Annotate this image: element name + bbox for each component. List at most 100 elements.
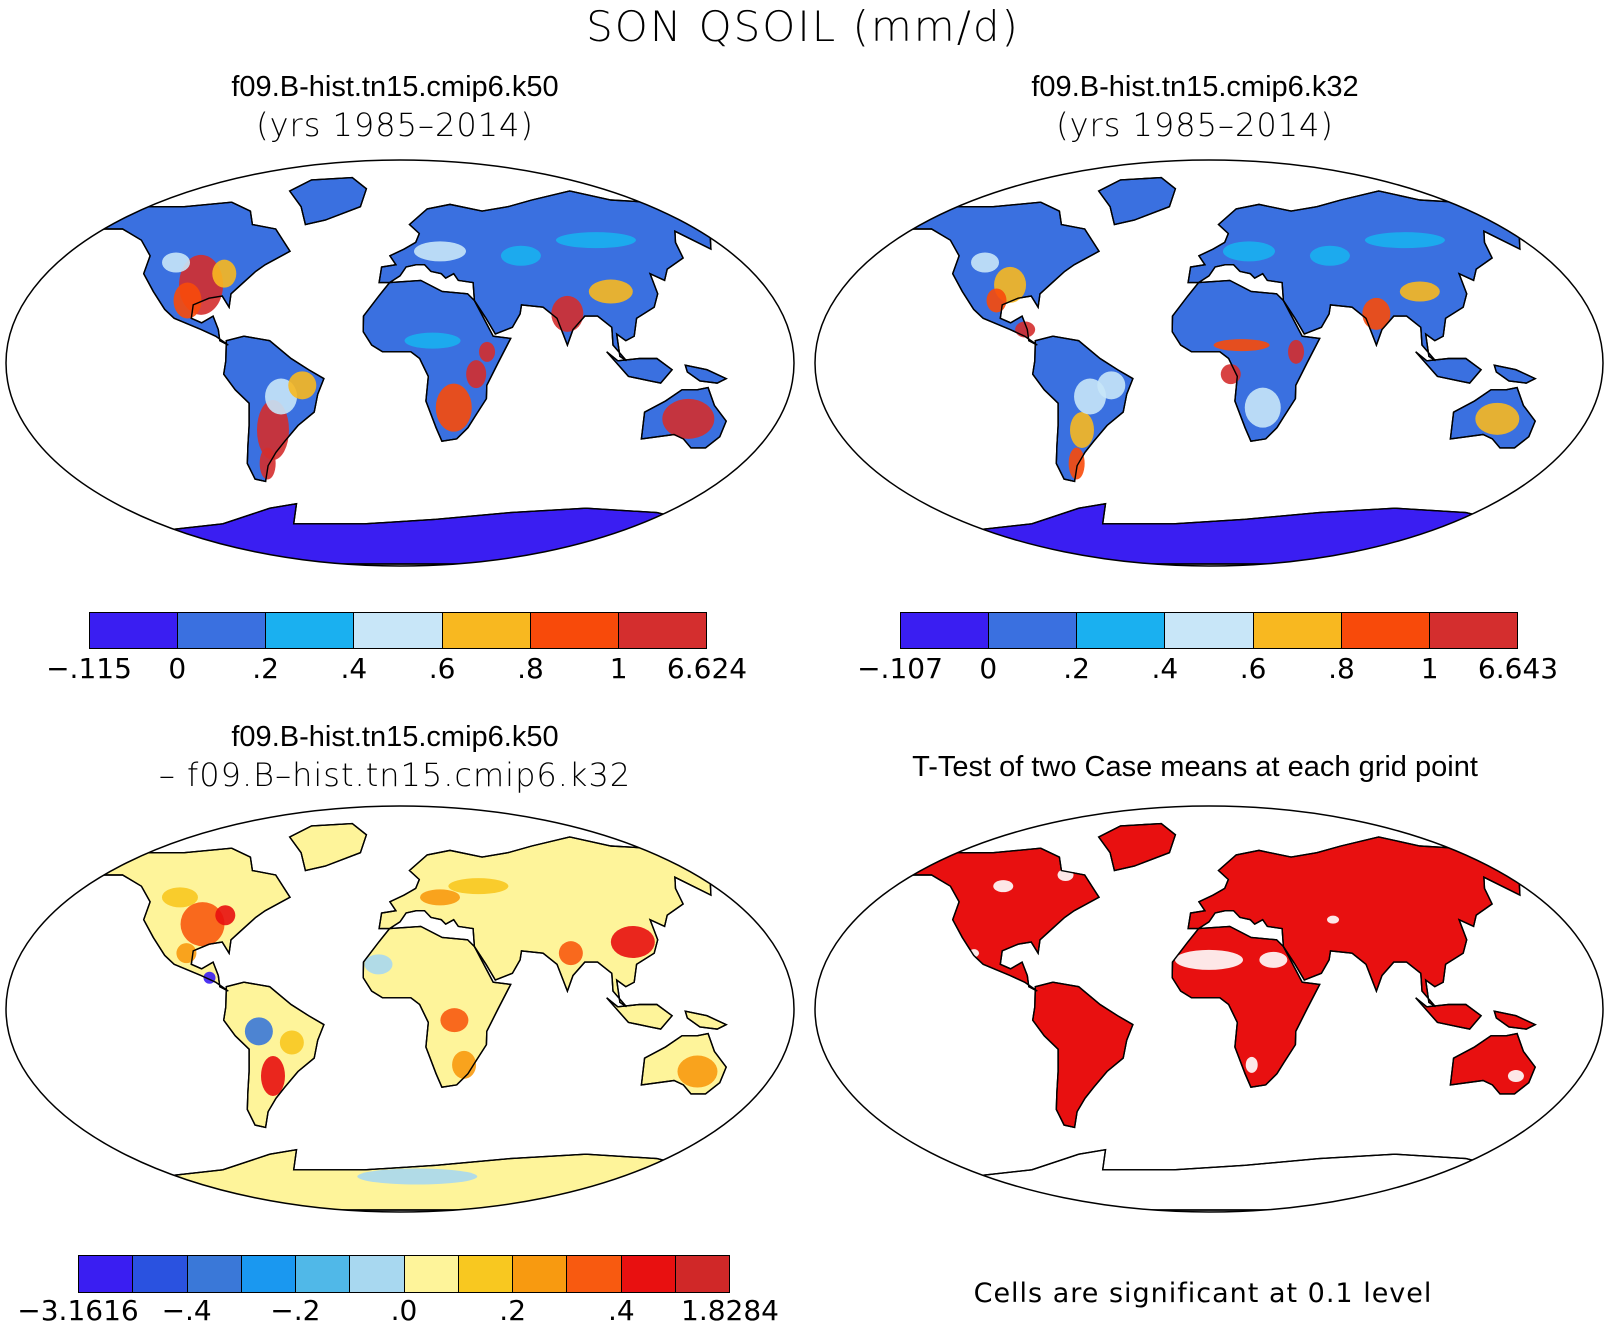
colorbar-k50 [89,612,707,649]
field-patch [364,954,393,975]
colorbar-k32 [900,612,1518,649]
field-patch [176,943,197,964]
colorbar-tick-label: −.107 [857,652,943,685]
field-patch [555,232,636,249]
coastline-southAmerica [1031,981,1134,1129]
coastline-northAmerica [82,847,291,992]
coastline-africa [362,925,512,1088]
colorbar-swatch [567,1256,622,1292]
colorbar-swatch [618,613,706,648]
field-patch [288,371,317,400]
colorbar-tick-label: .6 [1239,652,1267,685]
coastline-africa [1171,279,1321,442]
colorbar-tick-label: 6.624 [666,652,748,685]
coastline-greenland [1097,822,1177,872]
colorbar-swatch [530,613,619,648]
colorbar-tick-label: .2 [252,652,279,685]
coastline-southAmerica [1031,335,1134,483]
field-patch [1104,958,1141,971]
colorbar-swatch [675,1256,729,1292]
colorbar-swatch [621,1256,676,1292]
colorbar-diff [78,1255,730,1293]
field-patch [1507,1070,1524,1082]
colorbar-diff-labels: −3.1616 −.4 −.2 .0 .2 .4 1.8284 [17,1294,779,1327]
coastline-greenland [1097,176,1177,226]
ttest-note: Cells are significant at 0.1 level [973,1278,1433,1309]
field-patch [1220,364,1241,385]
field-patch [1223,241,1276,262]
colorbar-tick-label: 0 [979,652,998,685]
field-patch [1069,412,1094,448]
field-patch [662,398,715,439]
map-border [814,805,1604,1213]
panel-title-k32-line2: (yrs 1985–2014) [1056,106,1334,144]
coastline-eurasia [1187,836,1542,1008]
field-patch [1362,297,1391,330]
colorbar-swatch [901,613,990,648]
field-patch [1097,371,1126,400]
field-patch [986,288,1007,313]
colorbar-tick-label: −.4 [161,1294,212,1327]
field-patch [1399,281,1440,302]
map-k32 [814,159,1604,567]
colorbar-swatch [458,1256,513,1292]
colorbar-tick-label: −.2 [270,1294,321,1327]
colorbar-swatch [350,1256,405,1292]
colorbar-tick-label: .4 [340,652,368,685]
coastline-africa [362,279,512,442]
coastline-southAmerica [222,335,325,483]
colorbar-swatch [1429,613,1517,648]
field-patch [1259,951,1288,968]
colorbar-tick-label: .2 [1063,652,1090,685]
field-patch [212,259,237,288]
coastline-greenland [288,176,368,226]
field-patch [440,1008,469,1033]
map-border [5,805,795,1213]
landmass-southAmerica [1031,981,1134,1129]
field-patch [1244,387,1281,428]
field-patch [215,905,236,926]
figure-title: SON QSOIL (mm/d) [586,2,1020,51]
colorbar-tick-label: 1.8284 [681,1294,779,1327]
coastline-australia [640,386,727,449]
colorbar-swatch [1165,613,1254,648]
colorbar-swatch [1077,613,1166,648]
field-patch [260,1056,285,1096]
panel-title-diff-line2: – f09.B–hist.tn15.cmip6.k32 [158,756,632,794]
field-patch [1175,949,1243,970]
coastline-australia [1449,1032,1536,1095]
panel-title-k32-line1: f09.B-hist.tn15.cmip6.k32 [1031,71,1359,103]
coastline-eurasia [378,190,733,362]
colorbar-swatch [513,1256,568,1292]
field-patch [993,880,1014,893]
field-patch [173,282,202,319]
colorbar-swatch [442,613,531,648]
colorbar-swatch [354,613,443,648]
colorbar-swatch [79,1256,134,1292]
coastline-newGuinea [684,364,728,384]
colorbar-k32-labels: −.107 0 .2 .4 .6 .8 1 6.643 [857,652,1558,688]
field-patch [551,295,584,332]
colorbar-tick-label: .2 [499,1294,527,1327]
field-patch [1213,339,1270,352]
coastline-australia [1449,386,1536,449]
field-patch [466,360,487,389]
colorbar-tick-label: .4 [1151,652,1179,685]
map-diff [5,805,795,1213]
coastline-eurasia [378,836,733,1008]
coastline-northAmerica [891,847,1100,992]
field-patch [1245,1056,1258,1073]
field-patch [259,447,276,480]
coastline-eurasia [1187,190,1542,362]
coastline-greenland [288,822,368,872]
colorbar-tick-label: .6 [428,652,456,685]
field-patch [246,1170,347,1183]
colorbar-tick-label: .8 [1328,652,1355,685]
colorbar-swatch [1341,613,1430,648]
field-patch [971,252,1000,273]
colorbar-swatch [296,1256,351,1292]
landmass-southAmerica [222,981,325,1129]
map-ttest [814,805,1604,1213]
field-patch [357,1168,478,1185]
colorbar-swatch [90,613,179,648]
